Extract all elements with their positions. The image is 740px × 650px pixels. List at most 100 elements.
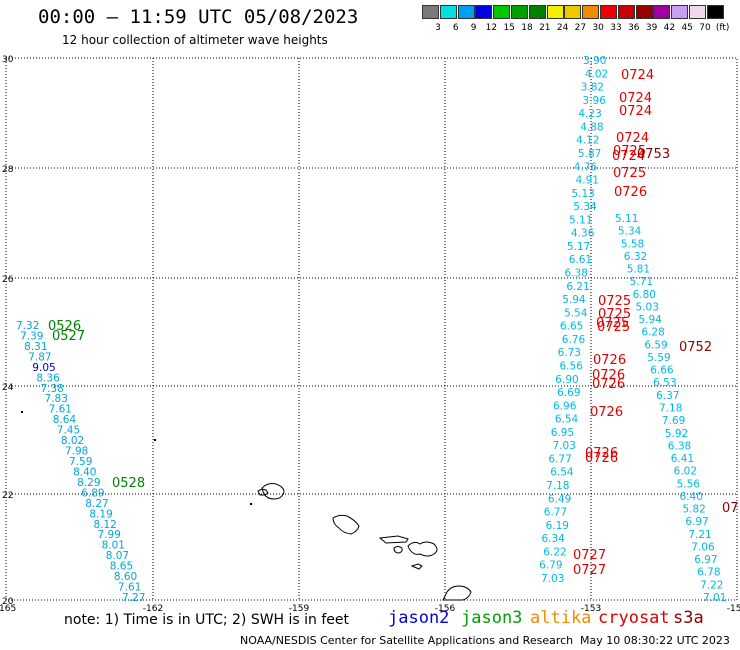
track-center-value: 4.76 <box>574 161 598 173</box>
track-center-value: 6.95 <box>551 427 574 439</box>
track-center-time: 0725 <box>596 316 629 331</box>
track-right-value: 5.81 <box>627 264 650 276</box>
legend-swatch <box>689 5 706 19</box>
lon-label: -159 <box>289 604 310 614</box>
island-kauai <box>261 483 285 500</box>
legend-label: 39 <box>645 23 658 33</box>
track-right-value: 6.66 <box>650 365 674 377</box>
legend-label: 21 <box>539 23 551 33</box>
track-center-value: 6.54 <box>555 414 579 426</box>
track-center-time: 0726 <box>585 451 618 466</box>
legend-label: 15 <box>503 23 515 33</box>
legend-swatch <box>546 5 564 19</box>
track-left-value: 8.60 <box>114 571 137 583</box>
track-left: 7.327.398.317.879.058.367.387.837.618.64… <box>16 319 145 604</box>
track-right-time: 0752 <box>679 340 712 355</box>
map-title: 00:00 – 11:59 UTC 05/08/2023 <box>38 6 359 28</box>
island-lanai <box>393 546 403 554</box>
track-center-value: 7.03 <box>541 573 564 585</box>
track-center-time: 0725 <box>598 294 631 309</box>
track-center-value: 5.34 <box>573 201 597 213</box>
track-center-value: 6.56 <box>559 360 583 372</box>
track-center-value: 6.73 <box>558 347 581 359</box>
track-center-value: 6.21 <box>566 281 589 293</box>
track-center-time: 0726 <box>590 405 623 420</box>
track-center-value: 4.91 <box>576 175 599 187</box>
track-center-value: 6.19 <box>546 520 569 532</box>
track-center-value: 4.88 <box>580 121 603 133</box>
lat-label: 20 <box>2 597 14 607</box>
track-right-value: 5.59 <box>647 352 670 364</box>
track-left-value: 7.61 <box>118 582 141 594</box>
lat-label: 26 <box>2 275 14 285</box>
track-center-time: 0724 <box>616 131 649 146</box>
footer-note: note: 1) Time is in UTC; 2) SWH is in fe… <box>64 612 350 628</box>
legend-label: 3 <box>435 23 441 33</box>
track-center-value: 6.69 <box>557 387 580 399</box>
track-right-value: 5.03 <box>636 301 659 313</box>
legend-label: 45 <box>681 23 693 33</box>
track-right-value: 5.92 <box>665 428 688 440</box>
track-left-value: 8.19 <box>89 508 112 520</box>
track-left-value: 8.02 <box>61 435 84 447</box>
track-center-value: 7.03 <box>553 440 576 452</box>
isolated-points <box>21 411 252 505</box>
track-center-value: 4.23 <box>578 108 601 120</box>
lon-label: -156 <box>435 604 456 614</box>
track-right-value: 5.34 <box>618 226 642 238</box>
track-right-value: 6.78 <box>697 567 720 579</box>
track-center-value: 6.61 <box>569 254 592 266</box>
track-center-value: 5.87 <box>578 148 601 160</box>
track-right-value: 6.53 <box>653 377 676 389</box>
satellite-label: jason2 <box>388 608 450 628</box>
track-left-value: 7.61 <box>49 404 72 416</box>
track-center-value: 6.34 <box>541 533 565 545</box>
lon-label: -150 <box>727 604 740 614</box>
track-center-value: 6.76 <box>562 334 586 346</box>
track-left-value: 8.12 <box>93 519 116 531</box>
legend-swatch <box>493 5 511 19</box>
track-right-value: 6.37 <box>656 390 679 402</box>
track-left-time: 0526 <box>48 319 81 334</box>
legend-swatch <box>582 5 600 19</box>
track-left-value: 7.59 <box>69 456 92 468</box>
point-2 <box>154 439 156 441</box>
track-right-value: 7.21 <box>688 529 711 541</box>
track-center-time: 0727 <box>573 563 606 578</box>
track-left-value: 7.98 <box>65 446 88 458</box>
track-right-value: 5.58 <box>621 238 644 250</box>
track-center-value: 3.82 <box>581 82 604 94</box>
legend-swatch <box>439 5 457 19</box>
track-center-value: 6.96 <box>553 400 577 412</box>
track-center-value: 6.54 <box>550 467 574 479</box>
track-right-time: 0753 <box>637 147 670 162</box>
track-left-time: 0527 <box>52 329 85 344</box>
track-center: 3.904.02 3.823.964.234.88 4.125.874.76 4.91… <box>539 55 654 585</box>
satellite-label: s3a <box>673 608 704 628</box>
legend-label: 18 <box>521 23 533 33</box>
track-center-value: 5.94 <box>562 294 586 306</box>
lon-label: -153 <box>581 604 601 614</box>
track-right: 5.115.345.586.325.815.716.805.035.946.28… <box>615 147 739 604</box>
track-center-time: 0724 <box>619 104 652 119</box>
lat-label: 30 <box>2 55 14 65</box>
track-center-time: 0725 <box>613 166 646 181</box>
map-border <box>5 57 738 601</box>
legend-swatch <box>706 5 724 19</box>
track-center-value: 5.13 <box>571 188 594 200</box>
track-left-time: 0528 <box>112 476 145 491</box>
track-center-value: 3.96 <box>583 95 607 107</box>
track-center-value: 4.36 <box>571 228 595 240</box>
lon-label: -162 <box>143 604 163 614</box>
track-right-value: 6.40 <box>680 491 703 503</box>
legend-swatch <box>564 5 582 19</box>
track-right-value: 5.94 <box>638 314 662 326</box>
track-center-time: 0726 <box>593 353 626 368</box>
track-center-value: 6.22 <box>543 546 566 558</box>
track-right-value: 7.69 <box>662 415 685 427</box>
track-center-time: 0724 <box>619 91 652 106</box>
track-right-value: 5.71 <box>630 276 653 288</box>
track-left-value: 6.89 <box>81 487 104 499</box>
point-3 <box>250 503 252 505</box>
legend-swatch <box>671 5 689 19</box>
